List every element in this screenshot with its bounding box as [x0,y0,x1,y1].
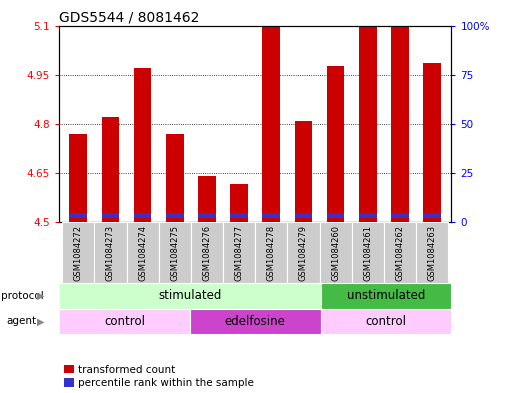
Bar [198,213,216,218]
Bar [69,134,87,222]
Bar [423,213,441,218]
Bar [321,283,451,309]
Bar [223,222,255,283]
Text: GSM1084278: GSM1084278 [267,224,276,281]
Bar [263,213,280,218]
Bar [327,213,345,218]
Bar [320,222,352,283]
Bar [263,26,280,222]
Bar [190,309,321,334]
Bar [359,213,377,218]
Text: GSM1084272: GSM1084272 [74,224,83,281]
Bar [134,68,151,222]
Bar [166,134,184,222]
Bar [327,66,345,222]
Text: GSM1084273: GSM1084273 [106,224,115,281]
Bar [352,222,384,283]
Text: GSM1084276: GSM1084276 [203,224,211,281]
Bar [255,222,287,283]
Bar [166,213,184,218]
Bar [134,213,151,218]
Bar [416,222,448,283]
Text: GSM1084263: GSM1084263 [428,224,437,281]
Bar [294,121,312,222]
Bar [159,222,191,283]
Bar [287,222,320,283]
Text: GSM1084262: GSM1084262 [396,224,404,281]
Text: control: control [366,315,406,328]
Bar [59,309,190,334]
Text: control: control [104,315,145,328]
Bar [94,222,127,283]
Text: GDS5544 / 8081462: GDS5544 / 8081462 [59,10,200,24]
Text: GSM1084274: GSM1084274 [138,224,147,281]
Bar [102,213,120,218]
Text: GSM1084260: GSM1084260 [331,224,340,281]
Bar [127,222,159,283]
Text: unstimulated: unstimulated [347,289,425,302]
Text: GSM1084275: GSM1084275 [170,224,180,281]
Bar [384,222,416,283]
Text: GSM1084261: GSM1084261 [363,224,372,281]
Legend: transformed count, percentile rank within the sample: transformed count, percentile rank withi… [64,365,253,388]
Bar [294,213,312,218]
Bar [198,176,216,222]
Text: stimulated: stimulated [158,289,222,302]
Bar [69,213,87,218]
Bar [191,222,223,283]
Bar [423,63,441,222]
Text: ▶: ▶ [37,316,45,326]
Text: protocol: protocol [1,291,44,301]
Text: GSM1084279: GSM1084279 [299,224,308,281]
Text: agent: agent [6,316,36,326]
Bar [391,26,409,222]
Bar [59,283,321,309]
Bar [391,213,409,218]
Bar [230,184,248,222]
Bar [321,309,451,334]
Bar [359,26,377,222]
Text: edelfosine: edelfosine [225,315,286,328]
Bar [102,117,120,222]
Text: ▶: ▶ [37,291,45,301]
Bar [62,222,94,283]
Bar [230,213,248,218]
Text: GSM1084277: GSM1084277 [234,224,244,281]
